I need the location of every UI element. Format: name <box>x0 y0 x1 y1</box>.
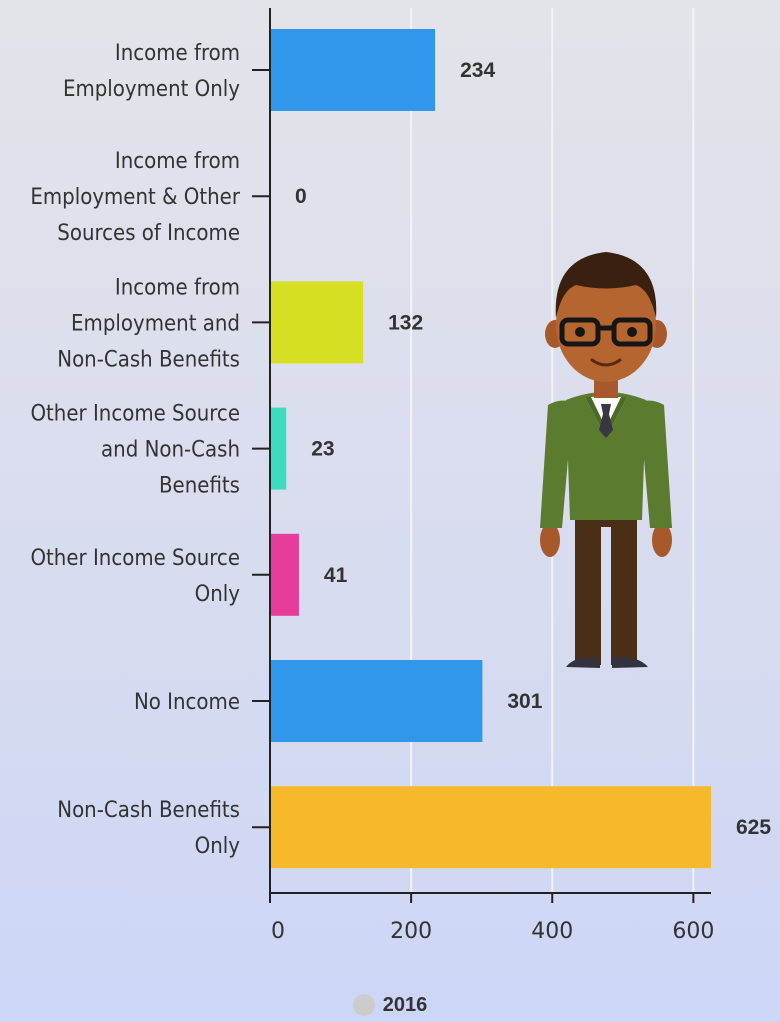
data-label: 23 <box>311 438 334 461</box>
bar <box>270 786 711 869</box>
category-label: Non-Cash Benefits Only <box>57 798 240 859</box>
category-label: Income from Employment Only <box>63 41 240 102</box>
category-label: Other Income Source and Non-Cash Benefits <box>30 402 240 499</box>
legend[interactable]: 2016 <box>0 990 780 1020</box>
bar <box>270 660 483 742</box>
bar <box>270 407 287 490</box>
bars <box>270 29 711 869</box>
bar <box>270 281 364 364</box>
axes <box>252 8 711 903</box>
data-label: 625 <box>736 816 771 839</box>
category-label: Income from Employment and Non-Cash Benefi… <box>57 275 240 372</box>
x-tick-label: 400 <box>531 919 573 944</box>
man-with-glasses-illustration <box>540 252 672 668</box>
data-label: 0 <box>295 185 307 208</box>
legend-swatch <box>352 994 375 1016</box>
x-tick-label: 200 <box>390 919 432 944</box>
bar <box>270 29 436 111</box>
data-label: 234 <box>460 59 495 82</box>
labels: Income from Employment Only 234 Income from… <box>30 41 771 944</box>
category-label: Other Income Source Only <box>30 546 240 607</box>
data-label: 132 <box>388 311 423 334</box>
x-tick-label: 600 <box>672 919 714 944</box>
bar <box>270 533 299 616</box>
category-label: No Income <box>134 690 240 715</box>
category-label: Income from Employment & Other Sources of … <box>30 149 241 246</box>
data-label: 301 <box>507 690 542 713</box>
data-label: 41 <box>324 564 348 587</box>
x-tick-label: 0 <box>271 919 285 944</box>
legend-label: 2016 <box>382 993 428 1016</box>
